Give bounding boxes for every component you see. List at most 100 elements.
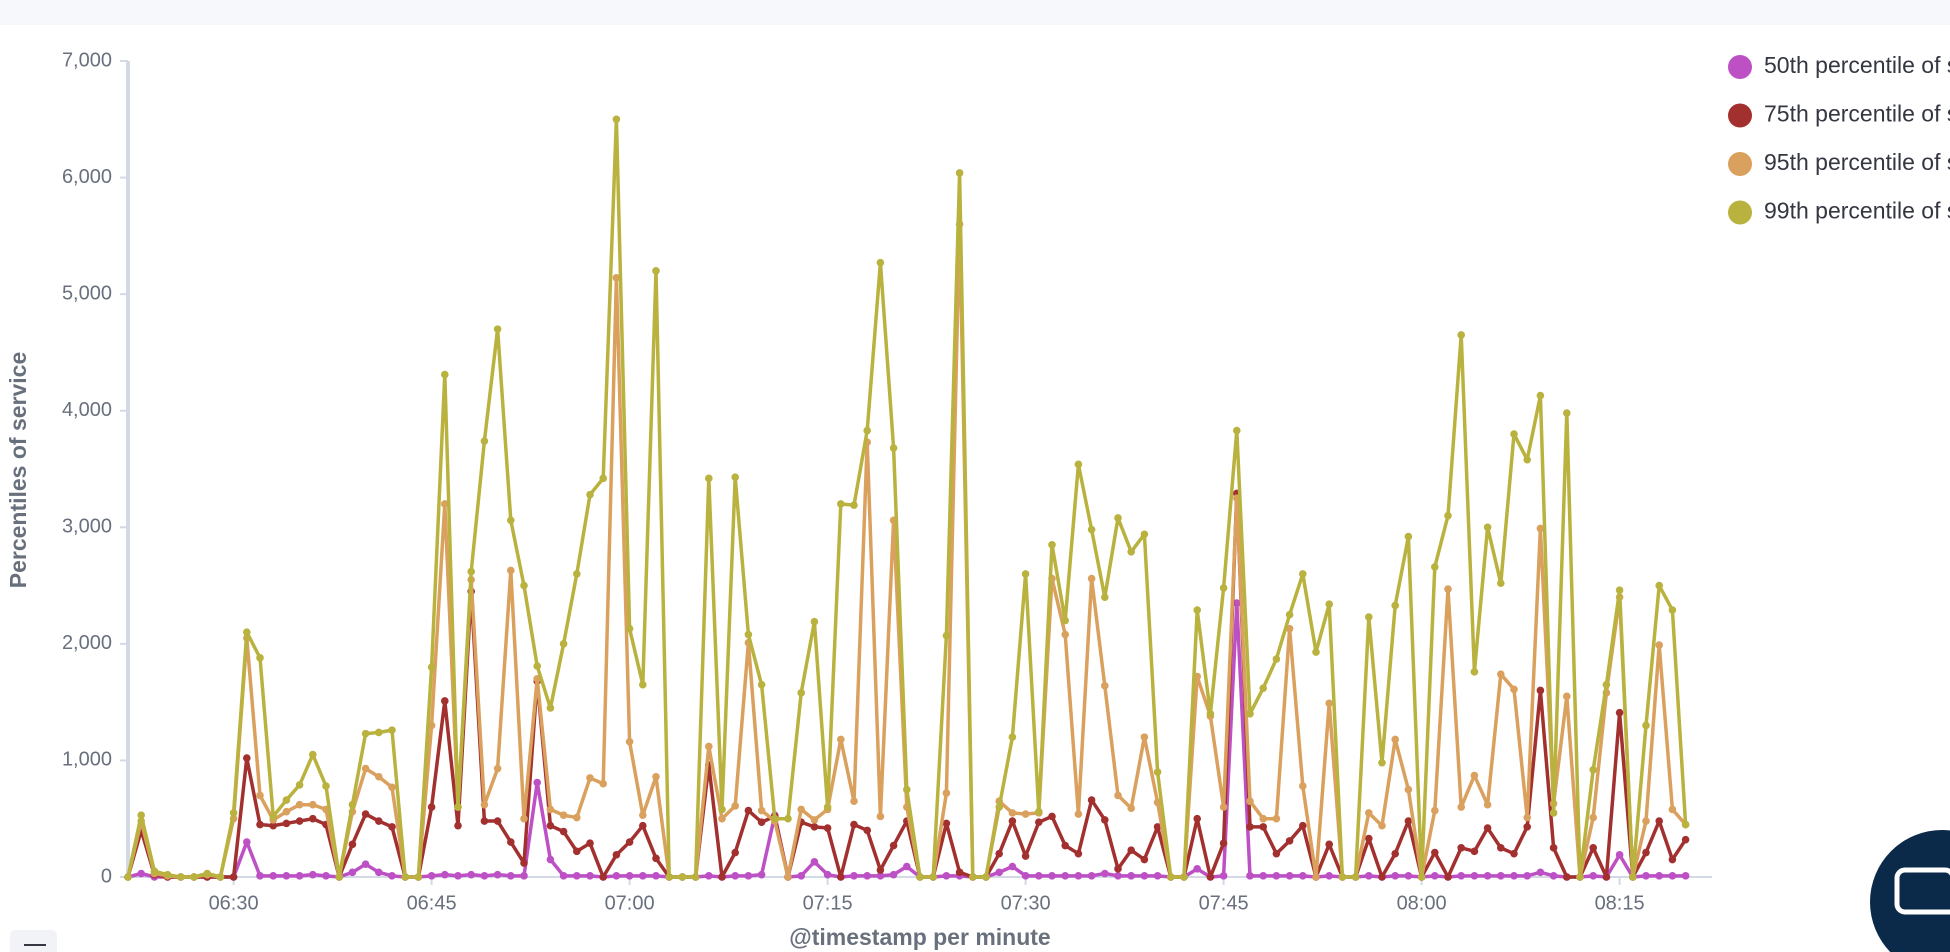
data-point: [1180, 873, 1188, 881]
data-point: [441, 697, 449, 705]
data-point: [150, 867, 159, 875]
data-point: [1470, 872, 1479, 880]
legend-label[interactable]: 75th percentile of service: [1764, 101, 1950, 127]
data-point: [1615, 851, 1624, 859]
data-point: [375, 817, 383, 825]
data-point: [1483, 800, 1492, 809]
data-point: [810, 617, 819, 626]
data-point: [546, 855, 555, 864]
data-point: [454, 872, 462, 880]
data-point: [1365, 834, 1373, 843]
data-point: [1048, 540, 1056, 549]
data-point: [705, 474, 713, 483]
data-point: [1140, 872, 1149, 880]
legend-toggle[interactable]: [10, 930, 57, 952]
data-point: [1219, 803, 1228, 811]
data-point: [1497, 872, 1505, 880]
legend-label[interactable]: 99th percentile of service: [1764, 198, 1950, 224]
data-point: [1325, 600, 1333, 609]
data-point: [652, 267, 660, 275]
x-axis-title: @timestamp per minute: [789, 924, 1050, 950]
data-point: [586, 490, 594, 499]
data-point: [850, 820, 858, 829]
data-point: [388, 783, 396, 792]
data-point: [731, 802, 739, 810]
data-point: [1285, 610, 1294, 619]
legend-swatch[interactable]: [1728, 152, 1752, 176]
data-point: [1193, 814, 1201, 823]
data-point: [401, 873, 410, 881]
data-point: [1655, 641, 1663, 649]
data-point: [1457, 803, 1465, 811]
data-point: [1642, 872, 1650, 880]
data-point: [1510, 872, 1518, 880]
data-point: [810, 816, 819, 824]
data-point: [533, 662, 541, 670]
data-point: [1668, 872, 1677, 880]
legend-toggle-bg[interactable]: [10, 930, 57, 952]
data-point: [269, 872, 278, 880]
data-point: [1391, 849, 1399, 858]
data-point: [1153, 768, 1162, 776]
data-point: [995, 803, 1003, 811]
y-tick-label: 6,000: [62, 166, 112, 188]
data-point: [757, 870, 766, 879]
data-point: [1325, 840, 1333, 849]
data-point: [282, 796, 291, 804]
data-point: [1655, 581, 1663, 590]
legend-label[interactable]: 95th percentile of service: [1764, 149, 1950, 175]
data-point: [1404, 817, 1413, 825]
data-point: [1615, 708, 1624, 717]
data-point: [652, 854, 660, 863]
data-point: [1087, 796, 1096, 804]
data-point: [348, 800, 357, 809]
data-point: [1523, 823, 1531, 831]
data-point: [942, 819, 951, 828]
data-point: [876, 258, 885, 267]
x-tick-label: 06:45: [407, 892, 457, 914]
data-point: [1549, 872, 1558, 880]
data-point: [441, 870, 449, 879]
data-point: [1497, 844, 1505, 852]
data-point: [1153, 872, 1162, 880]
data-point: [1061, 841, 1069, 850]
data-point: [493, 817, 502, 825]
legend-swatch[interactable]: [1728, 55, 1752, 79]
data-point: [612, 851, 621, 859]
data-point: [863, 872, 871, 880]
data-point: [1351, 873, 1360, 881]
data-point: [361, 810, 370, 818]
data-point: [876, 866, 885, 874]
data-point: [678, 873, 687, 881]
chat-button[interactable]: [1870, 830, 1950, 952]
chat-button-bg[interactable]: [1870, 830, 1950, 952]
data-point: [1074, 872, 1083, 880]
data-point: [1127, 872, 1135, 880]
data-point: [1272, 872, 1281, 880]
data-point: [1404, 785, 1413, 794]
data-point: [1391, 735, 1399, 744]
data-point: [1035, 807, 1043, 816]
data-point: [124, 873, 132, 881]
data-point: [507, 872, 515, 880]
data-point: [1219, 872, 1228, 880]
data-point: [1206, 873, 1215, 881]
legend-swatch[interactable]: [1728, 103, 1752, 128]
data-point: [1457, 844, 1465, 852]
data-point: [916, 873, 924, 881]
data-point: [493, 870, 502, 879]
data-point: [863, 826, 871, 835]
data-point: [1285, 872, 1294, 880]
data-point: [982, 873, 990, 881]
data-point: [1259, 823, 1267, 831]
legend-swatch[interactable]: [1728, 200, 1752, 225]
data-point: [1272, 814, 1281, 823]
data-point: [757, 806, 766, 815]
x-tick-label: 07:30: [1001, 892, 1051, 914]
data-point: [1219, 839, 1228, 847]
legend-label[interactable]: 50th percentile of service: [1764, 52, 1950, 78]
data-point: [744, 630, 753, 639]
data-point: [441, 370, 449, 379]
data-point: [612, 872, 621, 880]
data-point: [837, 500, 845, 508]
